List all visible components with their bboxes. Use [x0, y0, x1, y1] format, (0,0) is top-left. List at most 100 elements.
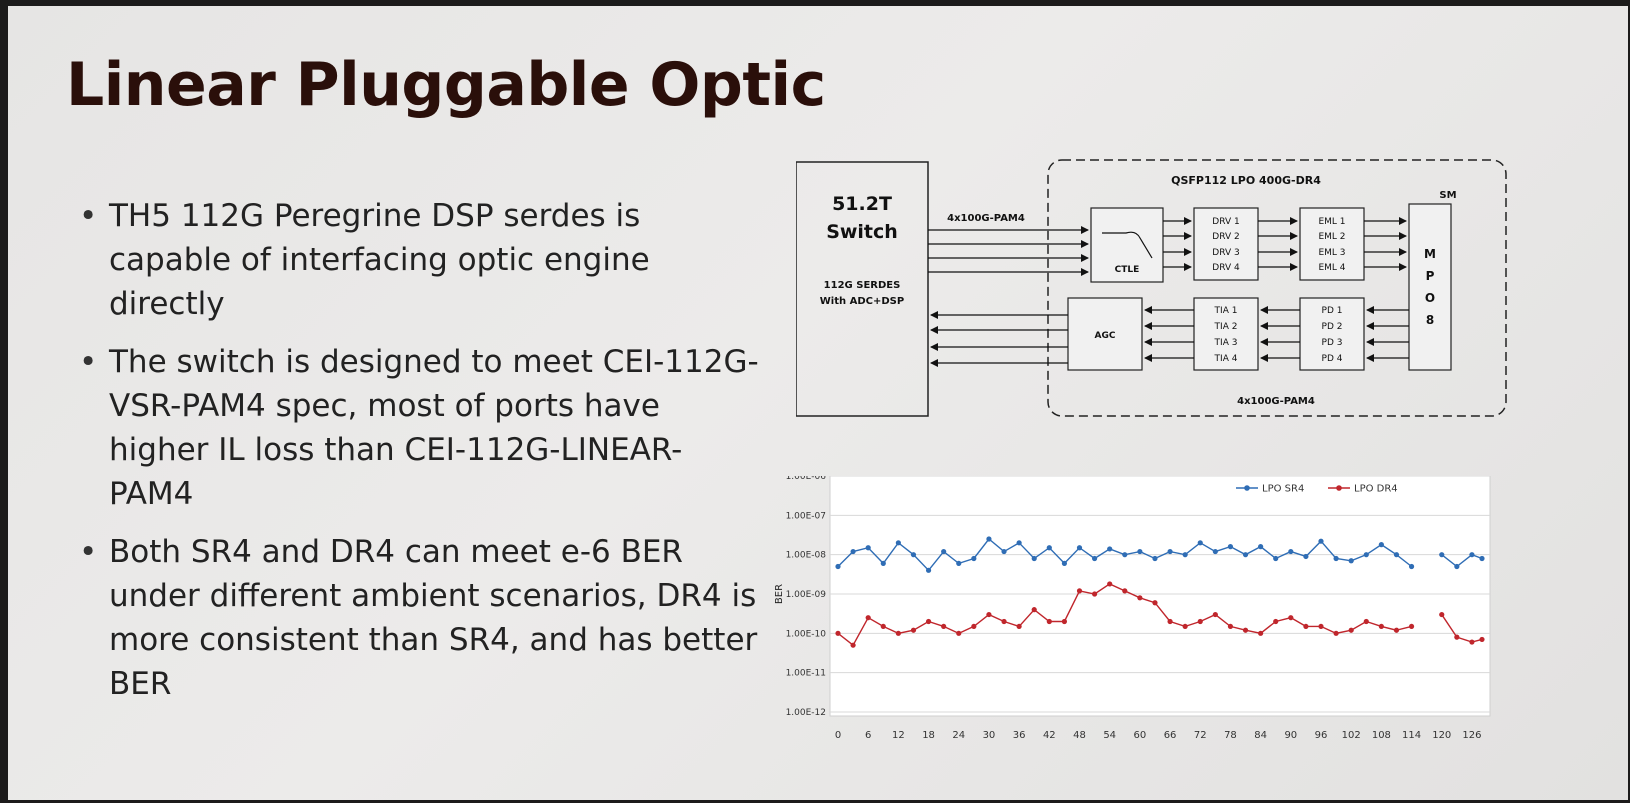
- data-point: [1227, 544, 1234, 550]
- y-tick-label: 1.00E-11: [786, 669, 826, 679]
- bullet-item: • The switch is designed to meet CEI-112G…: [76, 340, 766, 516]
- pd-label: PD 4: [1322, 354, 1343, 364]
- data-point: [1303, 623, 1309, 630]
- mpo-box: [1408, 203, 1452, 371]
- tia-label: TIA 1: [1214, 306, 1238, 316]
- tx-link-label: 4x100G-PAM4: [947, 213, 1025, 224]
- x-tick-label: 24: [952, 730, 965, 741]
- data-point: [1016, 540, 1022, 546]
- bullet-dot-icon: •: [79, 534, 98, 570]
- bullet-dot-icon: •: [79, 344, 98, 380]
- y-tick-label: 1.00E-06: [786, 476, 827, 482]
- series-lpo-sr4: [835, 536, 1485, 573]
- series-line: [1441, 553, 1483, 568]
- x-tick-label: 18: [922, 730, 935, 741]
- data-point: [1046, 545, 1052, 551]
- tia-label: TIA 4: [1214, 354, 1238, 364]
- data-point: [1479, 555, 1485, 562]
- data-point: [1288, 548, 1294, 555]
- data-point: [1242, 627, 1249, 633]
- data-point: [1197, 540, 1203, 546]
- data-point: [1348, 558, 1354, 564]
- bullet-item: • Both SR4 and DR4 can meet e-6 BER under…: [76, 530, 766, 706]
- data-point: [1046, 618, 1052, 625]
- eml-label: EML 3: [1318, 248, 1345, 258]
- x-tick-label: 78: [1224, 730, 1237, 741]
- data-point: [1182, 552, 1188, 558]
- data-point: [1137, 548, 1143, 555]
- data-point: [1363, 618, 1369, 625]
- data-point: [910, 552, 917, 558]
- switch-sub-1: 112G SERDES: [824, 280, 901, 291]
- data-point: [1061, 560, 1068, 566]
- data-point: [1152, 555, 1158, 562]
- data-point: [1258, 630, 1264, 636]
- x-tick-label: 120: [1432, 730, 1451, 741]
- x-tick-label: 30: [983, 730, 996, 741]
- x-tick-label: 54: [1103, 730, 1116, 741]
- data-point: [1258, 544, 1264, 550]
- switch-title-1: 51.2T: [832, 193, 892, 215]
- data-point: [1378, 542, 1384, 548]
- plot-area: [829, 476, 1491, 717]
- x-tick-label: 36: [1013, 730, 1026, 741]
- data-point: [986, 611, 992, 618]
- pd-tia-lanes: [1260, 306, 1300, 362]
- data-point: [1016, 623, 1022, 630]
- y-tick-label: 1.00E-08: [786, 551, 827, 561]
- data-point: [971, 555, 977, 562]
- y-tick-label: 1.00E-12: [786, 708, 826, 718]
- data-point: [925, 618, 932, 625]
- data-point: [1303, 553, 1309, 560]
- data-point: [1469, 552, 1475, 558]
- tia-label: TIA 2: [1214, 322, 1238, 332]
- x-tick-label: 66: [1164, 730, 1177, 741]
- eml-label: EML 1: [1318, 217, 1345, 227]
- drv-label: DRV 1: [1212, 217, 1239, 227]
- data-point: [986, 536, 992, 542]
- y-tick-label: 1.00E-09: [786, 590, 827, 600]
- rx-lanes: [930, 311, 1068, 367]
- data-point: [1212, 611, 1218, 618]
- x-tick-label: 126: [1462, 730, 1481, 741]
- data-point: [880, 623, 886, 630]
- x-tick-label: 108: [1372, 730, 1391, 741]
- rx-link-label: 4x100G-PAM4: [1237, 396, 1315, 407]
- data-point: [1137, 595, 1143, 601]
- drv-label: DRV 3: [1212, 248, 1239, 258]
- legend-marker: [1244, 485, 1250, 491]
- legend-label: LPO SR4: [1262, 484, 1304, 495]
- eml-box: [1299, 207, 1365, 281]
- mpo-letter: P: [1426, 269, 1435, 283]
- x-tick-label: 102: [1342, 730, 1361, 741]
- data-point: [1479, 636, 1485, 643]
- mpo-letter: O: [1425, 291, 1435, 305]
- series-lpo-dr4: [835, 581, 1485, 648]
- data-point: [910, 627, 917, 633]
- pd-box: [1299, 297, 1365, 371]
- data-point: [925, 567, 932, 573]
- data-point: [880, 560, 886, 566]
- tx-lanes: [928, 226, 1089, 276]
- agc-box: [1067, 297, 1143, 371]
- legend: LPO SR4 LPO DR4: [1236, 484, 1398, 495]
- y-tick-labels: 1.00E-06 1.00E-07 1.00E-08 1.00E-09 1.00E-10…: [786, 476, 827, 718]
- drv-box: [1193, 207, 1259, 281]
- sm-label: SM: [1439, 190, 1456, 201]
- x-tick-label: 114: [1402, 730, 1421, 741]
- module-label: QSFP112 LPO 400G-DR4: [1171, 174, 1321, 187]
- data-point: [1107, 546, 1113, 552]
- module-outline: [1047, 159, 1507, 417]
- slide-title: Linear Pluggable Optic: [66, 50, 826, 120]
- drv-label: DRV 4: [1212, 263, 1240, 273]
- bullet-text: Both SR4 and DR4 can meet e-6 BER under …: [109, 534, 758, 702]
- drv-eml-lanes: [1258, 217, 1298, 271]
- y-tick-label: 1.00E-07: [786, 511, 826, 521]
- data-point: [850, 548, 856, 555]
- x-tick-label: 90: [1284, 730, 1297, 741]
- pd-label: PD 1: [1322, 306, 1343, 316]
- switch-sub-2: With ADC+DSP: [820, 296, 904, 307]
- data-point: [1408, 623, 1415, 630]
- data-point: [1408, 563, 1415, 570]
- data-point: [835, 630, 841, 636]
